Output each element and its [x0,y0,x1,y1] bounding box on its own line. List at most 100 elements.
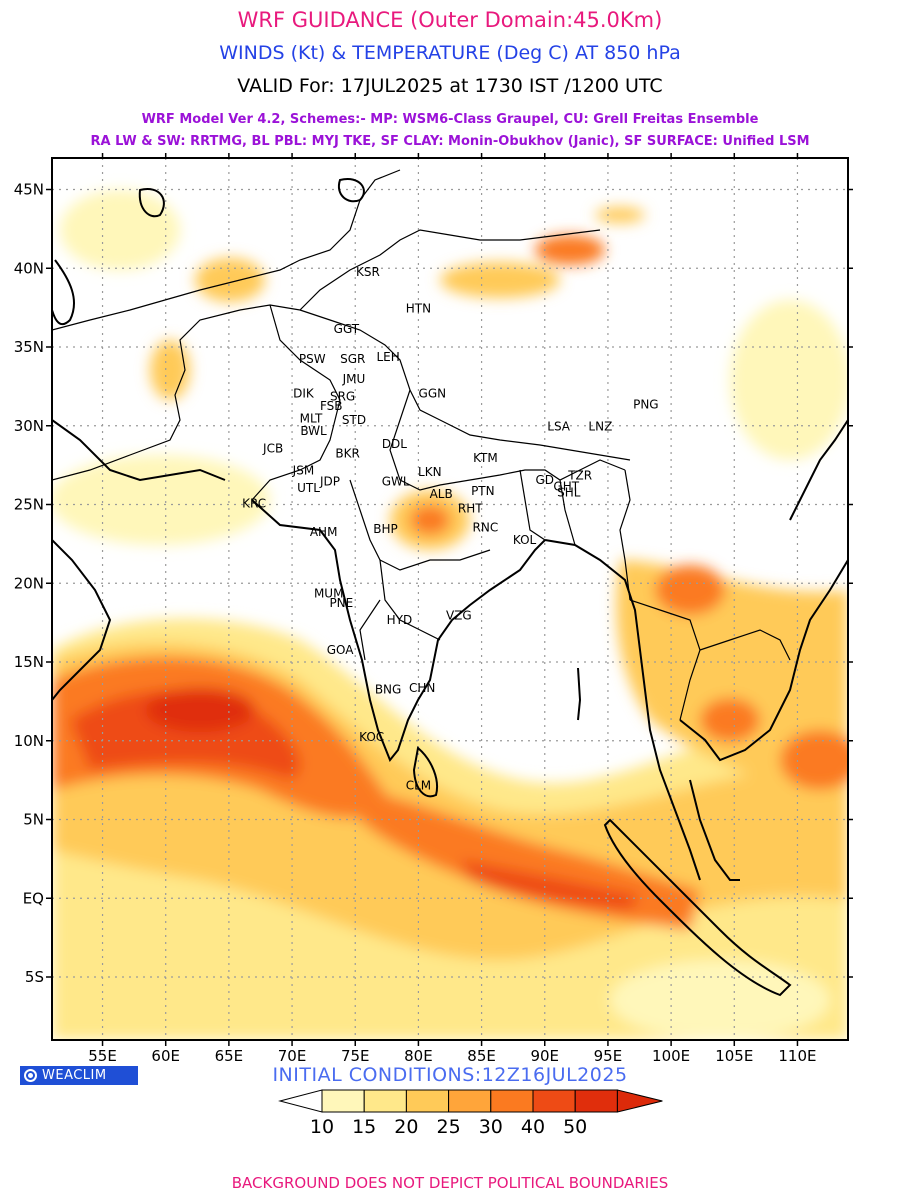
valid-time: VALID For: 17JUL2025 at 1730 IST /1200 U… [237,75,663,97]
model-info-line-2: RA LW & SW: RRTMG, BL PBL: MYJ TKE, SF C… [90,134,810,149]
colorbar-label: 30 [479,1116,503,1138]
lat-tick-label: EQ [23,889,44,907]
colorbar-label: 10 [310,1116,334,1138]
station-label: LKN [418,465,442,479]
station-label: HTN [406,301,431,315]
lat-tick-label: 10N [14,732,44,750]
colorbar-label: 20 [394,1116,418,1138]
station-label: GGN [419,386,447,400]
station-label: LEH [376,350,399,364]
station-label: CLM [406,779,431,793]
station-label: MUM [314,586,344,600]
station-label: GGT [334,322,360,336]
temperature-shading [52,190,848,1040]
station-label: CHN [409,681,435,695]
axis-ticks: 55E 60E 65E 70E 75E 80E 85E 90E 95E 100E 105E 110E 4… [14,153,853,1065]
station-label: VZG [446,608,472,622]
lat-tick-label: 5N [23,811,44,829]
station-label: FSB [320,399,343,413]
station-label: DIK [293,386,315,400]
map-gridlines [52,158,848,1040]
station-label: SGR [340,352,365,366]
station-label: BHP [373,522,398,536]
lon-tick-label: 55E [88,1047,117,1065]
station-label: GWL [382,475,410,489]
colorbar-label: 40 [521,1116,545,1138]
map-frame [51,157,849,1041]
station-label: SHL [557,486,581,500]
station-label: SRG [330,390,355,404]
land-boundaries [52,169,791,721]
lat-tick-label: 15N [14,653,44,671]
colorbar-upper-arrow [616,1089,663,1113]
station-label: RHT [458,501,483,515]
lat-tick-label: 20N [14,574,44,592]
station-label: GHT [553,479,579,493]
colorbar-segment [448,1089,492,1113]
station-label: PNG [633,397,659,411]
chart-title: WRF GUIDANCE (Outer Domain:45.0Km) [237,8,663,32]
weaclim-badge: WEACLIM [20,1066,138,1085]
station-label: BNG [375,683,402,697]
lat-tick-label: 40N [14,259,44,277]
weaclim-logo-icon [24,1069,37,1082]
colorbar-label: 25 [437,1116,461,1138]
station-label: KSR [356,265,380,279]
colorbar-segment [574,1089,618,1113]
station-label: LSA [547,419,571,433]
lon-tick-label: 110E [778,1047,816,1065]
station-label: RNC [473,520,499,534]
lon-tick-label: 105E [715,1047,753,1065]
colorbar-segment [405,1089,450,1113]
lon-tick-label: 60E [151,1047,180,1065]
station-label: KTM [473,451,498,465]
station-label: JSM [292,464,315,478]
station-label: LNZ [588,419,612,433]
colorbar-label: 50 [563,1116,587,1138]
station-label: UTL [297,481,320,495]
station-label: JMU [342,372,366,386]
station-label: GD [535,473,554,487]
model-info-line-1: WRF Model Ver 4.2, Schemes:- MP: WSM6-Cl… [141,112,759,127]
station-label: KRC [242,497,266,511]
station-label: STD [342,413,366,427]
station-label: TZR [567,468,592,482]
station-label: ALB [430,487,453,501]
station-label: PTN [471,484,495,498]
station-label: AHM [310,525,338,539]
initial-conditions: INITIAL CONDITIONS:12Z16JUL2025 [272,1064,628,1086]
weaclim-label: WEACLIM [42,1068,107,1083]
lat-tick-label: 45N [14,181,44,199]
lon-tick-label: 75E [341,1047,370,1065]
lat-tick-label: 35N [14,338,44,356]
disclaimer: BACKGROUND DOES NOT DEPICT POLITICAL BOU… [231,1174,669,1192]
lon-tick-label: 80E [404,1047,433,1065]
lon-tick-label: 100E [652,1047,690,1065]
lat-tick-label: 30N [14,417,44,435]
station-label: PSW [299,352,326,366]
colorbar-segment [532,1089,576,1113]
colorbar-segment [363,1089,407,1113]
lon-tick-label: 90E [530,1047,559,1065]
station-label: BWL [300,424,327,438]
temperature-colorbar: 10 15 20 25 30 40 50 [278,1089,663,1138]
lon-tick-label: 95E [594,1047,623,1065]
station-label: MLT [300,412,323,426]
station-label: PNE [329,596,353,610]
colorbar-segment [490,1089,534,1113]
colorbar-lower-arrow [278,1089,323,1113]
station-label: KOC [359,730,384,744]
station-label: JCB [262,442,283,456]
station-label: KOL [513,533,537,547]
station-label: JDP [319,475,340,489]
lon-tick-label: 85E [467,1047,496,1065]
lon-tick-label: 70E [278,1047,307,1065]
station-label: GOA [327,643,355,657]
coastlines [52,178,848,997]
lon-tick-label: 65E [215,1047,244,1065]
colorbar-segment [321,1089,365,1113]
colorbar-label: 15 [352,1116,376,1138]
chart-subtitle: WINDS (Kt) & TEMPERATURE (Deg C) AT 850 … [219,42,681,64]
